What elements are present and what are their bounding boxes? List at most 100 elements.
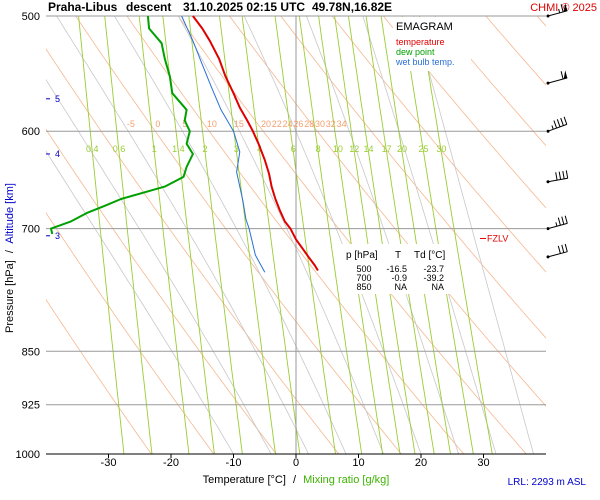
altitude-tick-label: 4 bbox=[55, 149, 60, 159]
temp-tick-label: 20 bbox=[415, 457, 427, 469]
mixing-ratio-line bbox=[380, 16, 451, 454]
temp-tick-label: -20 bbox=[163, 457, 179, 469]
dry-adiabat bbox=[588, 16, 600, 454]
mixing-ratio-label: 14 bbox=[363, 144, 373, 154]
wind-barb bbox=[546, 3, 568, 18]
moist-adiabat bbox=[178, 16, 384, 454]
mixing-ratio-label: 8 bbox=[316, 144, 321, 154]
table-cell-t: -16.5 bbox=[386, 264, 407, 274]
theta-labels: -5 0 5 10 15 20 22 24 26 28 30 32 34 bbox=[127, 119, 347, 129]
table-box bbox=[340, 244, 452, 294]
barb-base bbox=[546, 14, 550, 18]
moist-adiabat bbox=[114, 16, 347, 454]
y-axis-pressure-label: Pressure [hPa] bbox=[4, 260, 16, 333]
mixing-ratio-label: 2 bbox=[202, 144, 207, 154]
brand-label: CHMI © 2025 bbox=[530, 2, 597, 14]
mixing-ratio-line bbox=[298, 16, 363, 454]
temp-tick-label: 30 bbox=[477, 457, 489, 469]
pressure-tick-label: 925 bbox=[22, 400, 40, 412]
x-axis-temperature-label: Temperature [°C] bbox=[203, 474, 286, 486]
barb-flag bbox=[560, 4, 564, 13]
moist-adiabat bbox=[306, 16, 459, 454]
theta-label: 10 bbox=[207, 119, 217, 129]
barb-pennant bbox=[563, 70, 568, 79]
barb-base bbox=[546, 255, 550, 259]
profile-series bbox=[50, 15, 319, 273]
pressure-tick-label: 1000 bbox=[16, 449, 40, 461]
grid-lines bbox=[46, 15, 546, 455]
moist-adiabat bbox=[46, 78, 272, 454]
altitude-ticks: 5 4 3 bbox=[46, 94, 60, 241]
theta-label: 22 bbox=[272, 119, 282, 129]
temp-tick-label: 10 bbox=[352, 457, 364, 469]
barb-flag bbox=[560, 117, 564, 126]
dry-adiabat bbox=[46, 48, 340, 454]
wind-barb bbox=[546, 243, 568, 259]
dry-adiabat bbox=[382, 16, 546, 209]
barb-staff bbox=[547, 177, 568, 183]
theta-label: 0 bbox=[155, 119, 160, 129]
theta-label: 28 bbox=[304, 119, 314, 129]
mixing-ratio-label: 0.4 bbox=[86, 144, 99, 154]
obs-datetime: 31.10.2025 02:15 UTC bbox=[183, 0, 305, 14]
barb-flag bbox=[563, 116, 568, 125]
mixing-ratio-line bbox=[274, 16, 336, 454]
mixing-ratio-label: 20 bbox=[397, 144, 407, 154]
mixing-ratio-label: 17 bbox=[382, 144, 392, 154]
mixing-ratio-label: 12 bbox=[349, 144, 359, 154]
mixing-ratio-label: 1 bbox=[152, 144, 157, 154]
dry-adiabat bbox=[126, 16, 465, 454]
lrl-label: LRL: 2293 m ASL bbox=[508, 477, 587, 488]
mixing-ratio-labels: 0.4 0.6 1 1.4 2 3 4 6 8 10 12 14 17 20 25 30 bbox=[86, 144, 446, 154]
pressure-tick-label: 700 bbox=[22, 224, 40, 236]
table-cell-p: 850 bbox=[356, 282, 371, 292]
mixing-ratio-lines bbox=[78, 16, 493, 454]
mixing-ratio-line bbox=[138, 16, 190, 454]
mixing-ratio-label: 6 bbox=[291, 144, 296, 154]
wind-barb bbox=[546, 215, 568, 231]
y-axis-altitude-label: Altitude [km] bbox=[4, 183, 16, 244]
barb-pennant bbox=[563, 3, 568, 12]
mixing-ratio-line bbox=[401, 16, 474, 454]
series-dew-point bbox=[50, 15, 194, 235]
barb-flag bbox=[564, 243, 568, 252]
table-cell-t: -0.9 bbox=[391, 273, 407, 283]
barb-flag bbox=[557, 217, 561, 226]
wind-barb bbox=[546, 70, 568, 85]
barb-staff bbox=[547, 222, 568, 230]
barb-flag bbox=[557, 245, 561, 254]
table-cell-td: -23.7 bbox=[423, 264, 444, 274]
table-header-p: p [hPa] bbox=[346, 250, 378, 261]
temp-tick-label: -10 bbox=[226, 457, 242, 469]
altitude-tick-label: 5 bbox=[55, 94, 60, 104]
barb-half-flag bbox=[558, 8, 561, 14]
moist-adiabat bbox=[46, 150, 234, 454]
mixing-ratio-line bbox=[365, 16, 435, 454]
barb-staff bbox=[547, 123, 567, 132]
mixing-ratio-label: 3 bbox=[234, 144, 239, 154]
mixing-ratio-line bbox=[334, 16, 401, 454]
barb-flag bbox=[565, 170, 569, 179]
mixing-ratio-line bbox=[347, 16, 416, 454]
y-axis-title: Pressure [hPa] / Altitude [km] bbox=[4, 183, 16, 333]
sounding-table: p [hPa] T Td [°C] 500 -16.5 -23.7 700 -0… bbox=[340, 244, 452, 294]
series-wet-bulb-temp- bbox=[181, 15, 266, 273]
dry-adiabat bbox=[331, 16, 546, 273]
wind-barb bbox=[546, 170, 569, 184]
series-temperature bbox=[192, 15, 319, 272]
y-axis-separator: / bbox=[4, 249, 16, 253]
barb-flag bbox=[556, 119, 561, 127]
legend-dewpoint: dew point bbox=[396, 47, 435, 57]
dry-adiabat bbox=[280, 16, 546, 339]
dry-adiabat-lines bbox=[46, 16, 600, 454]
theta-label: 26 bbox=[293, 119, 303, 129]
barb-base bbox=[546, 180, 550, 184]
mixing-ratio-label: 30 bbox=[436, 144, 446, 154]
mixing-ratio-line bbox=[188, 16, 243, 454]
moist-adiabat bbox=[56, 16, 309, 454]
pressure-tick-label: 600 bbox=[22, 126, 40, 138]
barb-flag bbox=[553, 120, 558, 129]
table-cell-p: 700 bbox=[356, 273, 371, 283]
mixing-ratio-line bbox=[104, 16, 153, 454]
